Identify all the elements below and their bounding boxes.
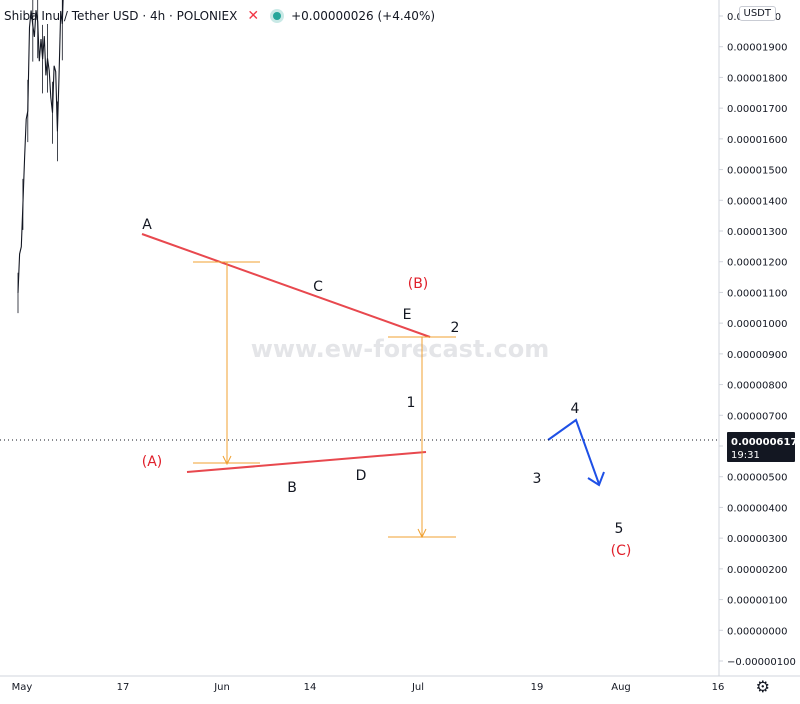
wave-label: 5 [615,521,624,537]
projection-arrowhead [417,528,427,539]
y-tick-label: 0.00000700 [727,411,787,422]
y-tick-label: 0.00001800 [727,73,787,84]
symbol-title[interactable]: Shiba Inu / Tether USD · 4h · POLONIEX [4,9,238,23]
watermark: www.ew-forecast.com [251,335,550,363]
currency-button[interactable]: USDT [738,6,776,21]
x-tick-label: Jul [411,682,424,693]
y-tick-label: 0.00001300 [727,227,787,238]
x-tick-label: 14 [304,682,317,693]
wave-label: (A) [142,454,163,470]
y-tick-label: 0.00000100 [727,596,787,607]
price-badge-countdown: 19:31 [731,450,760,461]
triangle-lower-line [186,451,427,473]
wave-label: 4 [571,401,580,417]
wave-label: 2 [451,320,460,336]
market-status-icon [273,12,282,20]
x-tick-label: 16 [712,682,725,693]
wave-label: D [356,468,367,484]
y-tick-label: 0.00000200 [727,565,787,576]
wave-label: (B) [408,276,429,292]
wave-label: C [313,279,323,295]
x-tick-label: May [12,682,33,693]
y-tick-label: 0.00000500 [727,473,787,484]
wave-label: 1 [407,395,416,411]
y-tick-label: 0.00001700 [727,104,787,115]
wave-label: 3 [533,471,542,487]
y-tick-label: 0.00001400 [727,196,787,207]
x-tick-label: Aug [611,682,631,693]
y-tick-label: 0.00000900 [727,350,787,361]
close-x-icon[interactable]: ✕ [247,8,260,24]
price-badge-value: 0.00000617 [731,437,797,448]
y-tick-label: 0.00000400 [727,503,787,514]
gear-icon[interactable]: ⚙ [755,677,770,696]
x-tick-label: 17 [117,682,130,693]
y-tick-label: 0.00001100 [727,288,787,299]
y-tick-label: 0.00001600 [727,135,787,146]
wave-label: (C) [611,543,632,559]
x-tick-label: 19 [531,682,544,693]
y-tick-label: −0.00000100 [727,657,796,668]
x-tick-label: Jun [213,682,230,693]
measure-arrowhead [222,455,232,466]
price-badge: 0.00000617 19:31 [727,432,797,462]
wave-label: A [142,217,152,233]
y-tick-label: 0.00001200 [727,258,787,269]
y-tick-label: 0.00001000 [727,319,787,330]
y-tick-label: 0.00000000 [727,626,787,637]
y-tick-label: 0.00000800 [727,381,787,392]
wave-label: B [287,480,297,496]
chart-header: Shiba Inu / Tether USD · 4h · POLONIEX ✕… [4,6,435,26]
forecast-path [547,418,600,485]
wave-label: E [403,307,412,323]
y-tick-label: 0.00001900 [727,43,787,54]
price-change: +0.00000026 (+4.40%) [291,9,436,23]
y-tick-label: 0.00001500 [727,166,787,177]
triangle-upper-line [141,233,431,338]
y-tick-label: 0.00000300 [727,534,787,545]
forecast-arrowhead [587,471,605,487]
